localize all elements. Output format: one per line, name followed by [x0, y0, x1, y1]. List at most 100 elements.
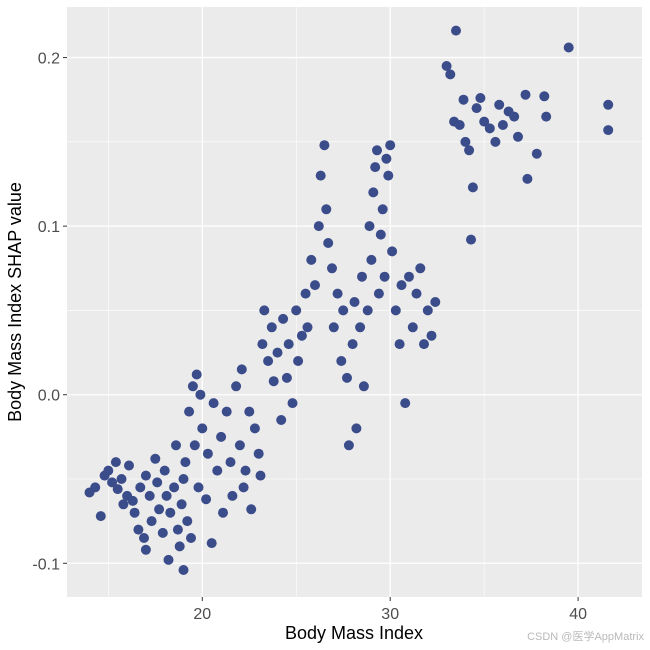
data-point: [370, 162, 381, 173]
data-point: [342, 372, 352, 383]
data-point: [464, 145, 475, 156]
data-point: [182, 516, 193, 527]
data-point: [419, 339, 429, 350]
data-point: [263, 356, 274, 366]
y-tick-label: 0.0: [38, 388, 60, 405]
data-point: [338, 305, 349, 316]
data-point: [187, 381, 198, 392]
data-point: [212, 465, 223, 476]
data-point: [522, 173, 533, 184]
data-point: [332, 288, 343, 299]
data-point: [357, 271, 367, 282]
data-point: [171, 440, 181, 451]
data-point: [249, 423, 260, 434]
data-point: [323, 238, 334, 248]
data-point: [460, 136, 471, 147]
data-point: [157, 527, 168, 538]
data-point: [172, 524, 183, 535]
data-point: [231, 381, 242, 392]
data-point: [385, 140, 396, 151]
data-point: [364, 221, 375, 232]
data-point: [319, 140, 330, 151]
data-point: [541, 111, 552, 122]
data-point: [159, 465, 170, 476]
data-point: [422, 305, 433, 316]
data-point: [387, 246, 398, 257]
data-point: [404, 271, 414, 282]
data-point: [441, 61, 452, 71]
data-point: [197, 423, 208, 434]
data-point: [328, 322, 339, 333]
data-point: [415, 263, 426, 274]
data-point: [484, 123, 495, 134]
data-point: [225, 457, 236, 468]
y-axis-title: Body Mass Index SHAP value: [5, 182, 25, 422]
data-point: [531, 148, 542, 159]
y-tick-label: -0.1: [32, 556, 60, 573]
data-point: [107, 477, 118, 488]
data-point: [255, 470, 266, 481]
data-point: [281, 372, 292, 383]
data-point: [347, 339, 358, 350]
data-point: [372, 145, 382, 156]
data-point: [140, 470, 151, 481]
data-point: [165, 507, 176, 518]
data-point: [396, 280, 407, 291]
data-point: [139, 533, 149, 543]
data-point: [206, 538, 217, 549]
data-point: [133, 524, 144, 535]
data-point: [366, 254, 377, 265]
data-point: [163, 554, 174, 565]
data-point: [221, 406, 232, 417]
data-point: [520, 89, 531, 100]
data-point: [180, 457, 191, 468]
data-point: [375, 229, 386, 240]
data-point: [291, 305, 302, 316]
data-point: [513, 131, 523, 142]
data-point: [300, 288, 311, 299]
data-point: [118, 499, 129, 510]
data-point: [426, 330, 437, 341]
data-point: [144, 490, 155, 501]
data-point: [368, 187, 379, 198]
data-point: [195, 389, 206, 400]
y-tick-label: 0.1: [38, 219, 60, 236]
data-point: [351, 423, 362, 434]
data-point: [349, 297, 360, 307]
x-tick-label: 40: [569, 606, 587, 623]
data-point: [129, 507, 140, 518]
data-point: [407, 322, 418, 333]
data-point: [234, 440, 245, 451]
data-point: [202, 448, 213, 459]
y-tick-label: 0.2: [38, 51, 60, 68]
data-point: [266, 322, 277, 333]
data-point: [191, 369, 202, 380]
axes: 20 30 40 -0.1 0.0 0.1 0.2: [32, 51, 587, 623]
data-point: [603, 125, 614, 136]
data-point: [321, 204, 332, 215]
data-point: [358, 381, 369, 392]
data-point: [373, 288, 384, 299]
data-point: [296, 330, 307, 341]
data-point: [306, 254, 317, 265]
data-point: [287, 398, 298, 409]
x-tick-label: 20: [193, 606, 211, 623]
data-point: [90, 482, 101, 493]
data-point: [257, 339, 268, 350]
data-point: [127, 495, 138, 506]
data-point: [458, 94, 469, 105]
data-point: [116, 474, 127, 484]
data-point: [174, 541, 185, 552]
data-point: [343, 440, 354, 451]
data-point: [152, 477, 163, 488]
data-points: [84, 25, 614, 575]
data-point: [178, 565, 189, 575]
data-point: [246, 504, 257, 515]
data-point: [112, 484, 123, 495]
data-point: [135, 482, 146, 493]
data-point: [293, 356, 304, 366]
data-point: [394, 339, 405, 350]
data-point: [236, 364, 247, 375]
data-point: [336, 356, 347, 366]
